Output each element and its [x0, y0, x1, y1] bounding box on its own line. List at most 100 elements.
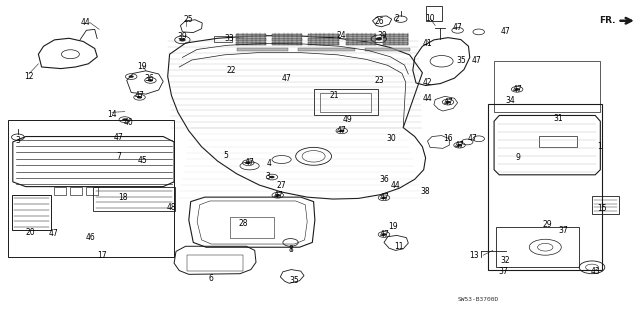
Text: 27: 27 — [276, 181, 287, 189]
Text: 47: 47 — [48, 229, 58, 238]
Text: 33: 33 — [224, 34, 234, 43]
Text: 15: 15 — [596, 204, 607, 213]
Circle shape — [275, 194, 280, 197]
Text: 44: 44 — [80, 18, 90, 27]
Bar — [272, 42, 302, 45]
Text: 24: 24 — [336, 31, 346, 40]
Text: 47: 47 — [467, 134, 477, 143]
Text: 6: 6 — [209, 274, 214, 283]
Bar — [86, 187, 98, 195]
Bar — [496, 227, 579, 267]
Bar — [214, 36, 232, 42]
Text: 21: 21 — [330, 91, 339, 100]
Bar — [383, 42, 408, 45]
Text: 49: 49 — [342, 115, 353, 124]
Bar — [346, 34, 376, 37]
Text: SW53-B3700D: SW53-B3700D — [458, 297, 499, 302]
Bar — [237, 48, 288, 51]
Text: 4: 4 — [267, 159, 272, 168]
Text: 29: 29 — [542, 220, 552, 229]
Text: 39: 39 — [177, 32, 188, 41]
Text: 41: 41 — [422, 39, 433, 48]
Bar — [187, 255, 243, 271]
Bar — [365, 48, 410, 51]
Text: 47: 47 — [244, 158, 255, 167]
Text: 3: 3 — [15, 136, 20, 145]
Bar — [308, 42, 339, 45]
Text: 31: 31 — [553, 114, 563, 123]
Bar — [236, 34, 266, 37]
Bar — [272, 38, 302, 41]
Text: 48: 48 — [166, 203, 177, 212]
Text: 1: 1 — [597, 142, 602, 151]
Text: 22: 22 — [227, 66, 236, 75]
Text: 23: 23 — [374, 76, 385, 85]
Text: 47: 47 — [281, 74, 291, 83]
Bar — [272, 34, 302, 37]
Circle shape — [129, 75, 134, 78]
Text: 47: 47 — [337, 126, 347, 135]
Text: 20: 20 — [26, 228, 36, 237]
Text: 3: 3 — [265, 172, 270, 181]
Text: 7: 7 — [116, 152, 122, 161]
Text: 8: 8 — [288, 245, 293, 254]
Text: 30: 30 — [386, 134, 396, 143]
Circle shape — [137, 96, 142, 99]
Bar — [426, 6, 442, 21]
Circle shape — [376, 37, 382, 41]
Text: 47: 47 — [113, 133, 124, 142]
Text: 47: 47 — [379, 230, 389, 239]
Circle shape — [179, 38, 186, 41]
Text: 14: 14 — [107, 110, 117, 119]
Bar — [308, 38, 339, 41]
Text: 47: 47 — [379, 193, 389, 202]
Circle shape — [381, 197, 387, 199]
Text: 39: 39 — [377, 31, 387, 40]
Bar — [346, 42, 376, 45]
Circle shape — [515, 88, 520, 91]
Bar — [488, 104, 602, 270]
Circle shape — [269, 176, 275, 178]
Text: 42: 42 — [422, 78, 433, 87]
Text: 38: 38 — [420, 187, 431, 196]
Text: 17: 17 — [97, 251, 108, 260]
Text: 26: 26 — [374, 17, 384, 26]
Text: 35: 35 — [289, 276, 300, 285]
Text: 2: 2 — [394, 14, 399, 23]
Bar — [539, 136, 577, 147]
Text: 11: 11 — [395, 242, 404, 251]
Text: 35: 35 — [456, 56, 466, 65]
Bar — [592, 196, 619, 214]
Bar — [8, 120, 174, 257]
Text: 37: 37 — [558, 226, 568, 235]
Bar — [236, 38, 266, 41]
Text: 44: 44 — [390, 181, 401, 190]
Circle shape — [122, 118, 127, 121]
Text: 47: 47 — [454, 141, 465, 150]
Bar — [383, 34, 408, 37]
Text: 13: 13 — [468, 251, 479, 260]
Text: 47: 47 — [134, 91, 145, 100]
Text: 47: 47 — [512, 85, 522, 94]
Bar — [308, 34, 339, 37]
Bar — [230, 217, 274, 238]
Bar — [320, 93, 371, 112]
Text: 32: 32 — [500, 256, 511, 265]
Text: 19: 19 — [137, 63, 147, 71]
Text: 9: 9 — [516, 153, 521, 162]
Text: 34: 34 — [505, 96, 515, 105]
Text: 47: 47 — [273, 191, 284, 200]
Bar — [298, 48, 355, 51]
Text: 43: 43 — [590, 267, 600, 276]
Text: 47: 47 — [472, 56, 482, 65]
Text: 36: 36 — [145, 74, 155, 83]
Text: 16: 16 — [443, 134, 453, 143]
Text: 40: 40 — [123, 118, 133, 127]
Text: 12: 12 — [24, 72, 33, 81]
Circle shape — [457, 144, 462, 146]
Bar — [12, 195, 51, 230]
Text: 5: 5 — [223, 151, 228, 160]
Text: 47: 47 — [443, 98, 453, 107]
Circle shape — [381, 233, 387, 236]
Bar — [70, 187, 82, 195]
